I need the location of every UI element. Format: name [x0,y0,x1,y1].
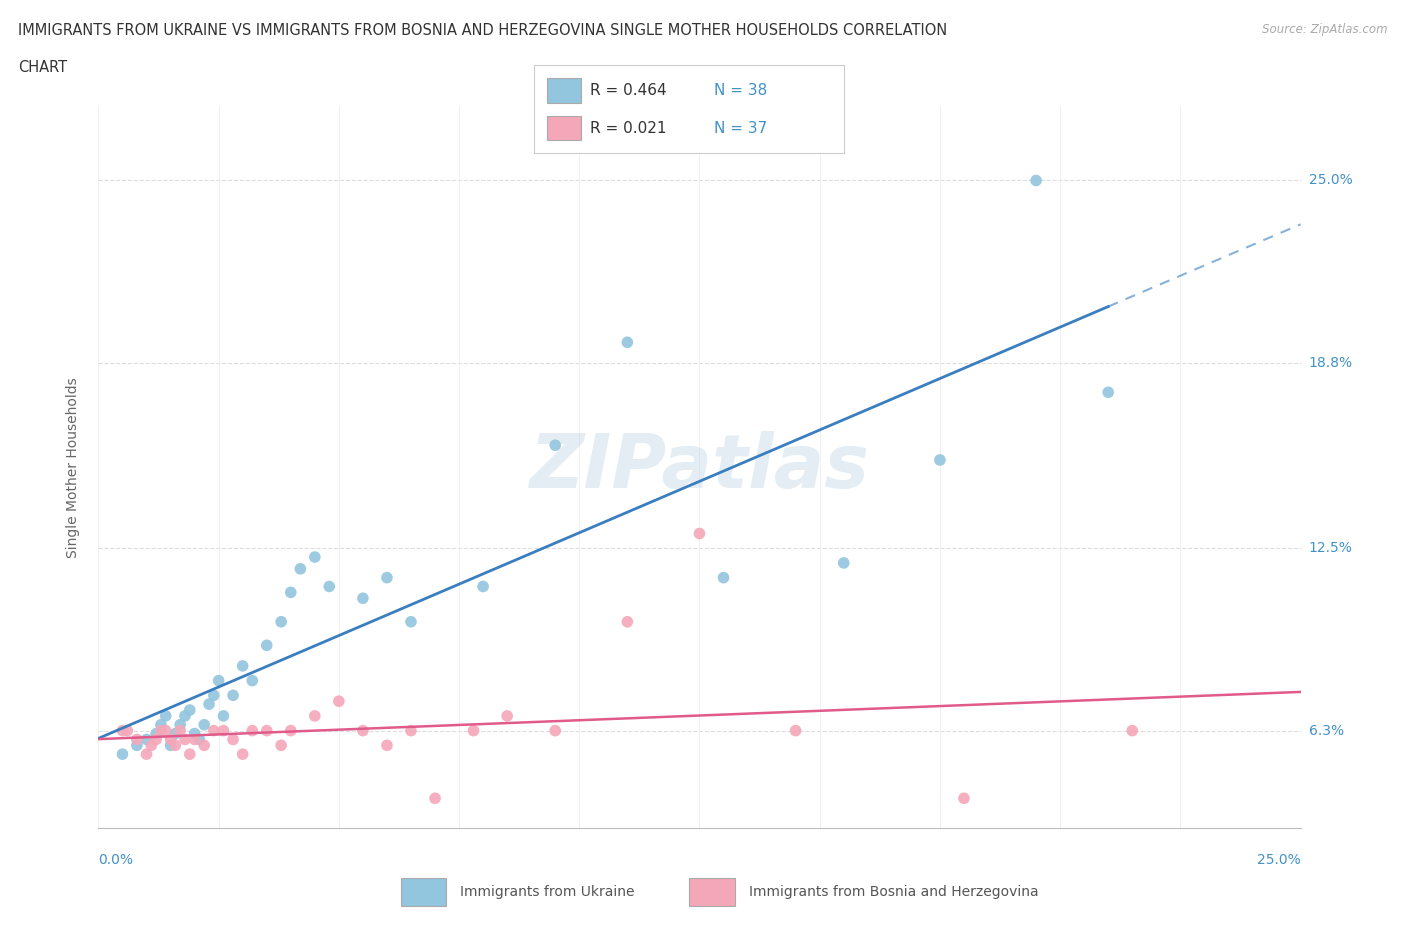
Point [399,615,422,630]
Text: Source: ZipAtlas.com: Source: ZipAtlas.com [1263,23,1388,36]
Point [155,724,177,738]
Text: R = 0.021: R = 0.021 [591,121,666,136]
Text: ZIPatlas: ZIPatlas [530,431,869,504]
Point [145,732,167,747]
Point [544,724,567,738]
Point [174,732,197,747]
Point [202,724,225,738]
Point [222,688,245,703]
Point [169,724,191,738]
Point [375,737,398,752]
Point [280,724,302,738]
Point [352,591,374,605]
Text: R = 0.464: R = 0.464 [591,83,666,98]
Point [165,737,187,752]
Point [463,724,485,738]
Point [141,737,163,752]
Point [188,732,211,747]
Y-axis label: Single Mother Households: Single Mother Households [66,377,80,558]
Point [688,526,710,541]
Text: 6.3%: 6.3% [1309,724,1344,737]
Point [193,717,215,732]
Point [240,724,263,738]
Point [212,724,235,738]
Text: 25.0%: 25.0% [1309,174,1353,188]
Point [544,438,567,453]
Point [193,737,215,752]
FancyBboxPatch shape [401,878,447,906]
Point [352,724,374,738]
FancyBboxPatch shape [689,878,735,906]
Point [1097,385,1119,400]
Point [290,562,312,577]
Point [256,638,278,653]
Point [785,724,807,738]
Point [1025,173,1047,188]
Point [713,570,735,585]
Text: N = 38: N = 38 [714,83,766,98]
Text: Immigrants from Bosnia and Herzegovina: Immigrants from Bosnia and Herzegovina [749,884,1038,898]
Text: IMMIGRANTS FROM UKRAINE VS IMMIGRANTS FROM BOSNIA AND HERZEGOVINA SINGLE MOTHER : IMMIGRANTS FROM UKRAINE VS IMMIGRANTS FR… [18,23,948,38]
Text: 0.0%: 0.0% [98,853,134,867]
Point [616,615,638,630]
Point [111,747,134,762]
Point [318,579,340,594]
Point [240,673,263,688]
Point [135,732,157,747]
Point [280,585,302,600]
Point [117,724,139,738]
Point [183,726,205,741]
Point [159,737,181,752]
Point [832,555,855,570]
Text: CHART: CHART [18,60,67,75]
Point [125,737,148,752]
Text: N = 37: N = 37 [714,121,766,136]
Point [111,724,134,738]
Point [169,717,191,732]
Point [149,724,172,738]
Point [270,737,292,752]
Point [270,615,292,630]
Point [125,732,148,747]
Point [928,453,950,468]
Point [328,694,350,709]
Point [399,724,422,738]
Point [375,570,398,585]
Text: 25.0%: 25.0% [1257,853,1301,867]
Point [953,790,976,805]
Point [616,335,638,350]
Point [155,709,177,724]
Text: 18.8%: 18.8% [1309,356,1353,370]
Point [183,732,205,747]
Point [149,717,172,732]
Point [256,724,278,738]
Point [208,673,231,688]
Point [232,658,254,673]
FancyBboxPatch shape [547,78,581,102]
Point [174,709,197,724]
Point [232,747,254,762]
FancyBboxPatch shape [547,116,581,140]
Point [212,709,235,724]
Text: Immigrants from Ukraine: Immigrants from Ukraine [461,884,636,898]
Point [165,726,187,741]
Point [1121,724,1143,738]
Text: 12.5%: 12.5% [1309,541,1353,555]
Point [145,726,167,741]
Point [423,790,446,805]
Point [179,702,201,717]
Point [159,732,181,747]
Point [304,550,326,565]
Point [135,747,157,762]
Point [179,747,201,762]
Point [222,732,245,747]
Point [472,579,495,594]
Point [496,709,519,724]
Point [304,709,326,724]
Point [198,697,221,711]
Point [202,688,225,703]
